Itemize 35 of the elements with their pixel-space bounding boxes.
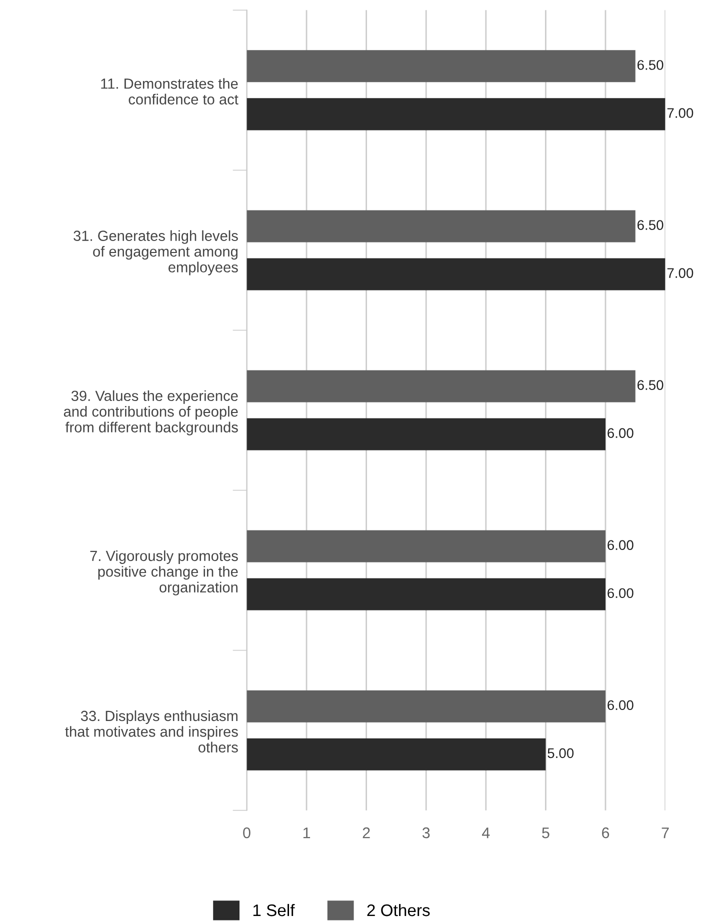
bar <box>246 50 636 82</box>
data-label: 6.50 <box>637 60 664 70</box>
data-label: 5.00 <box>548 748 574 758</box>
data-label: 7.00 <box>667 108 694 118</box>
y-tick-label: 31. Generates high levels of engagement among employees <box>74 230 238 276</box>
x-tick-label: 5 <box>542 828 550 838</box>
data-label: 7.00 <box>667 268 694 278</box>
data-label: 6.00 <box>608 428 634 438</box>
x-tick-label: 2 <box>362 827 370 838</box>
bar <box>246 418 606 450</box>
y-tick-label: 11. Demonstrates the confidence to act <box>101 78 238 105</box>
y-tick-label: 7. Vigorously promotes positive change in the organization <box>90 550 238 596</box>
x-tick-label: 0 <box>243 827 250 838</box>
data-label: 6.50 <box>637 380 664 390</box>
x-tick-label: 1 <box>303 828 310 838</box>
bar <box>246 98 666 130</box>
data-label: 6.50 <box>637 220 664 230</box>
data-label: 6.00 <box>608 540 634 550</box>
bar <box>246 210 636 242</box>
y-tick-label: 39. Values the experience and contributions of people from different backgrounds <box>64 390 238 436</box>
x-tick-label: 3 <box>422 827 430 838</box>
bar <box>246 690 606 722</box>
bar <box>246 578 606 610</box>
legend-label: 2 Others <box>367 904 430 916</box>
y-tick-label: 33. Displays enthusiasm that motivates and inspires others <box>65 710 238 753</box>
x-tick-label: 7 <box>662 828 669 838</box>
legend-label: 1 Self <box>253 904 295 916</box>
x-tick-label: 6 <box>602 827 610 838</box>
data-label: 6.00 <box>608 700 634 710</box>
bar <box>246 370 636 402</box>
bar <box>246 738 546 770</box>
x-tick-label: 4 <box>482 828 490 838</box>
bar <box>246 530 606 562</box>
bar <box>246 258 666 290</box>
data-label: 6.00 <box>608 588 634 598</box>
